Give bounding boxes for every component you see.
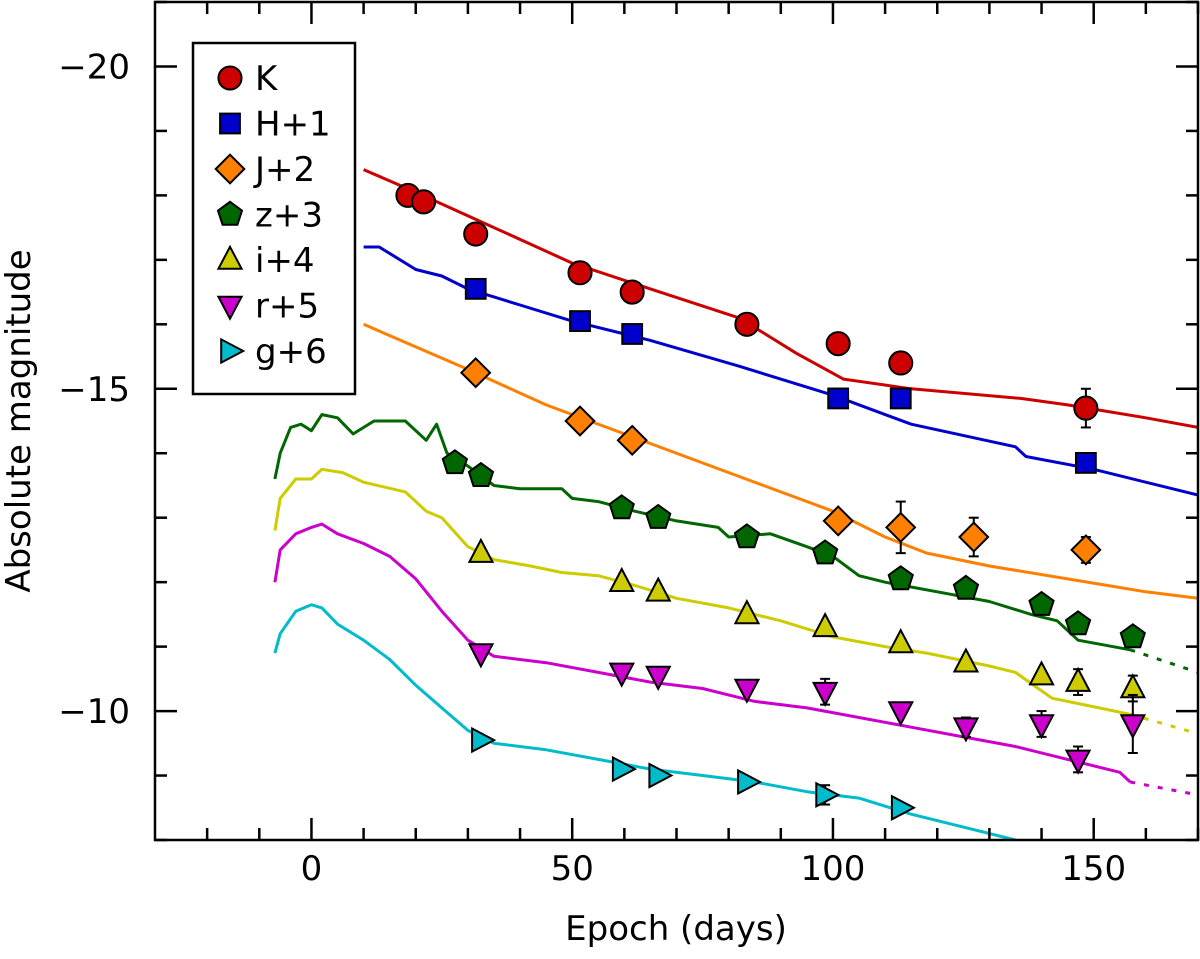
data-point-k — [411, 189, 437, 215]
legend-label-h-plus-1: H+1 — [255, 105, 331, 145]
x-tick-label: 50 — [551, 849, 594, 889]
data-point-j-plus-2 — [822, 505, 854, 537]
data-point-i-plus-4 — [887, 628, 914, 654]
legend-label-r-plus-5: r+5 — [255, 287, 319, 327]
model-line-k — [363, 168, 1198, 429]
legend-label-k: K — [255, 59, 279, 99]
model-line-h-plus-1 — [363, 245, 1198, 497]
data-point-r-plus-5 — [1064, 749, 1092, 775]
data-point-r-plus-5 — [467, 643, 495, 669]
y-tick-label: −20 — [58, 47, 130, 87]
model-line-z-plus-3 — [273, 413, 1131, 652]
data-point-g-plus-6 — [648, 762, 674, 789]
data-point-i-plus-4 — [952, 647, 980, 673]
model-extension-z-plus-3 — [1129, 648, 1198, 674]
data-point-j-plus-2 — [884, 511, 917, 544]
data-point-g-plus-6 — [471, 726, 497, 754]
legend-marker-i-plus-4 — [216, 244, 244, 270]
data-point-z-plus-3 — [645, 503, 672, 529]
data-point-j-plus-2 — [616, 424, 648, 457]
data-point-i-plus-4 — [608, 566, 635, 592]
data-point-z-plus-3 — [441, 449, 469, 475]
data-point-i-plus-4 — [1064, 666, 1092, 692]
data-point-k — [463, 221, 489, 247]
data-point-h-plus-1 — [827, 387, 850, 410]
y-axis-label: Absolute magnitude — [0, 249, 39, 592]
legend: K H+1 J+2 z+3 i+4 r+5 g+6 — [191, 41, 357, 396]
data-point-r-plus-5 — [1119, 714, 1147, 740]
data-point-r-plus-5 — [608, 662, 635, 688]
data-point-i-plus-4 — [811, 611, 839, 638]
data-point-g-plus-6 — [890, 794, 917, 821]
model-line-i-plus-4 — [273, 467, 1131, 716]
data-point-j-plus-2 — [1070, 534, 1102, 566]
data-point-k — [825, 331, 851, 357]
model-extension-i-plus-4 — [1129, 712, 1198, 736]
y-tick-label: −15 — [58, 370, 130, 410]
data-point-h-plus-1 — [1074, 452, 1097, 474]
legend-marker-r-plus-5 — [216, 295, 244, 321]
data-point-j-plus-2 — [564, 405, 596, 437]
legend-marker-k — [217, 65, 243, 91]
data-point-z-plus-3 — [1119, 623, 1146, 649]
data-point-j-plus-2 — [958, 521, 990, 553]
data-point-k — [734, 311, 760, 337]
legend-marker-h-plus-1 — [219, 112, 241, 135]
data-point-k — [888, 350, 914, 376]
data-point-h-plus-1 — [464, 277, 487, 300]
data-point-z-plus-3 — [811, 539, 839, 565]
legend-marker-g-plus-6 — [220, 337, 246, 365]
data-point-h-plus-1 — [569, 310, 591, 332]
data-point-g-plus-6 — [611, 755, 638, 783]
data-point-z-plus-3 — [467, 461, 495, 487]
data-point-h-plus-1 — [889, 387, 912, 410]
legend-label-g-plus-6: g+6 — [255, 332, 327, 372]
data-point-j-plus-2 — [459, 356, 492, 389]
data-point-k — [619, 279, 645, 305]
data-point-k — [567, 260, 593, 286]
data-point-k — [1073, 395, 1099, 421]
legend-label-z-plus-3: z+3 — [255, 196, 323, 236]
model-line-r-plus-5 — [273, 522, 1132, 784]
legend-label-i-plus-4: i+4 — [255, 241, 315, 281]
data-point-r-plus-5 — [952, 717, 980, 743]
x-tick-label: 100 — [800, 849, 865, 889]
plot-data-layer — [273, 168, 1198, 840]
data-point-h-plus-1 — [621, 323, 644, 345]
data-point-z-plus-3 — [887, 565, 914, 591]
data-point-z-plus-3 — [1064, 610, 1092, 636]
legend-label-j-plus-2: J+2 — [253, 150, 315, 190]
data-point-i-plus-4 — [733, 599, 761, 625]
data-point-g-plus-6 — [815, 781, 841, 809]
x-tick-label: 0 — [301, 849, 323, 889]
data-point-z-plus-3 — [608, 494, 635, 520]
legend-marker-j-plus-2 — [214, 153, 246, 185]
data-point-z-plus-3 — [952, 574, 980, 600]
data-point-z-plus-3 — [733, 523, 761, 549]
data-point-i-plus-4 — [645, 576, 672, 602]
data-point-i-plus-4 — [1028, 660, 1055, 686]
model-extension-r-plus-5 — [1129, 780, 1198, 797]
data-point-r-plus-5 — [733, 678, 761, 704]
axes-layer: 0 50 100 150 −20 −15 −10 — [58, 0, 1200, 889]
data-point-i-plus-4 — [467, 537, 495, 563]
y-tick-label: −10 — [58, 692, 130, 732]
data-point-r-plus-5 — [645, 665, 672, 691]
x-axis-label: Epoch (days) — [565, 909, 787, 949]
data-point-r-plus-5 — [811, 681, 839, 708]
data-point-r-plus-5 — [887, 701, 914, 727]
data-point-r-plus-5 — [1028, 714, 1055, 740]
x-tick-label: 150 — [1061, 849, 1126, 889]
data-point-z-plus-3 — [1028, 590, 1055, 616]
data-point-g-plus-6 — [737, 768, 763, 796]
legend-marker-z-plus-3 — [216, 200, 244, 226]
